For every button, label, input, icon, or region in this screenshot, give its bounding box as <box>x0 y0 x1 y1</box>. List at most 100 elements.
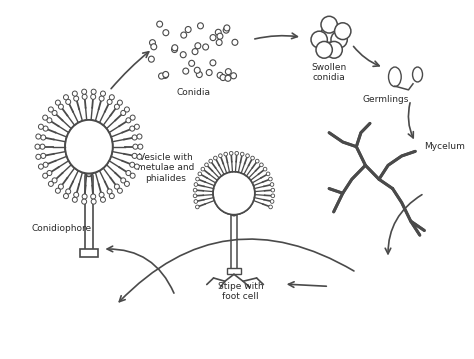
Circle shape <box>99 96 104 101</box>
Circle shape <box>132 135 137 140</box>
Circle shape <box>255 159 259 163</box>
Circle shape <box>163 71 169 78</box>
Circle shape <box>183 68 189 74</box>
Circle shape <box>58 104 64 109</box>
Circle shape <box>125 107 129 112</box>
Circle shape <box>217 33 223 39</box>
Circle shape <box>130 162 135 167</box>
Circle shape <box>216 39 222 46</box>
Circle shape <box>48 107 54 112</box>
Circle shape <box>231 73 237 79</box>
Circle shape <box>224 152 228 156</box>
Circle shape <box>100 197 106 202</box>
Circle shape <box>195 43 201 49</box>
Circle shape <box>269 177 272 181</box>
Ellipse shape <box>389 67 401 87</box>
Circle shape <box>321 16 337 33</box>
Ellipse shape <box>230 204 238 216</box>
Ellipse shape <box>65 120 113 173</box>
Circle shape <box>270 183 274 186</box>
Circle shape <box>181 32 187 38</box>
Circle shape <box>125 181 129 186</box>
Circle shape <box>229 151 233 155</box>
Circle shape <box>36 134 41 139</box>
Circle shape <box>225 75 231 81</box>
Circle shape <box>132 153 137 158</box>
Circle shape <box>91 94 96 99</box>
Circle shape <box>193 188 197 192</box>
Circle shape <box>133 144 138 149</box>
Circle shape <box>220 74 226 80</box>
Circle shape <box>260 163 263 167</box>
Circle shape <box>41 135 46 140</box>
Circle shape <box>55 188 60 193</box>
FancyBboxPatch shape <box>85 176 93 249</box>
Circle shape <box>215 29 221 35</box>
Circle shape <box>126 171 131 176</box>
Circle shape <box>219 154 222 158</box>
Circle shape <box>38 124 44 129</box>
Text: Conidiophore: Conidiophore <box>32 224 92 233</box>
Circle shape <box>82 194 87 199</box>
Circle shape <box>195 205 199 209</box>
Circle shape <box>193 194 197 198</box>
Circle shape <box>121 110 126 116</box>
Circle shape <box>159 73 164 79</box>
Circle shape <box>41 153 46 158</box>
Circle shape <box>73 197 77 202</box>
Circle shape <box>137 134 142 139</box>
Circle shape <box>109 194 114 199</box>
Circle shape <box>266 172 270 176</box>
Circle shape <box>206 70 212 75</box>
Circle shape <box>121 178 126 183</box>
Circle shape <box>269 205 273 209</box>
Circle shape <box>107 189 112 194</box>
Circle shape <box>48 181 54 186</box>
Circle shape <box>66 189 71 194</box>
Circle shape <box>82 199 87 204</box>
Circle shape <box>270 200 274 203</box>
Circle shape <box>36 154 41 159</box>
Circle shape <box>224 25 230 31</box>
Circle shape <box>91 199 96 204</box>
Circle shape <box>194 183 198 186</box>
Circle shape <box>135 164 139 169</box>
Text: Swollen
conidia: Swollen conidia <box>311 63 347 82</box>
Text: Mycelum: Mycelum <box>424 142 465 151</box>
Circle shape <box>73 96 79 101</box>
Circle shape <box>135 124 139 129</box>
Circle shape <box>64 95 68 100</box>
Circle shape <box>163 30 169 36</box>
Circle shape <box>118 100 122 105</box>
Circle shape <box>109 95 114 100</box>
Circle shape <box>47 171 52 176</box>
Circle shape <box>148 56 155 62</box>
Circle shape <box>251 156 255 160</box>
Text: Germlings: Germlings <box>363 94 409 103</box>
Circle shape <box>35 144 40 149</box>
Ellipse shape <box>84 163 94 177</box>
FancyBboxPatch shape <box>227 268 241 274</box>
Circle shape <box>58 184 64 189</box>
FancyBboxPatch shape <box>80 249 98 257</box>
Circle shape <box>118 188 122 193</box>
Circle shape <box>209 159 212 163</box>
Text: Conidia: Conidia <box>176 88 210 97</box>
Circle shape <box>246 154 249 158</box>
Circle shape <box>82 89 87 94</box>
Circle shape <box>162 72 168 78</box>
Circle shape <box>82 94 87 99</box>
Circle shape <box>73 192 79 197</box>
Circle shape <box>225 69 231 75</box>
Circle shape <box>99 192 104 197</box>
Circle shape <box>335 23 351 39</box>
Circle shape <box>157 21 163 27</box>
Text: Stipe with
foot cell: Stipe with foot cell <box>218 282 264 301</box>
Circle shape <box>137 154 142 159</box>
Circle shape <box>232 39 238 45</box>
Circle shape <box>235 151 238 155</box>
Circle shape <box>185 27 191 33</box>
Circle shape <box>198 23 203 29</box>
Circle shape <box>43 173 48 178</box>
Circle shape <box>203 44 209 50</box>
